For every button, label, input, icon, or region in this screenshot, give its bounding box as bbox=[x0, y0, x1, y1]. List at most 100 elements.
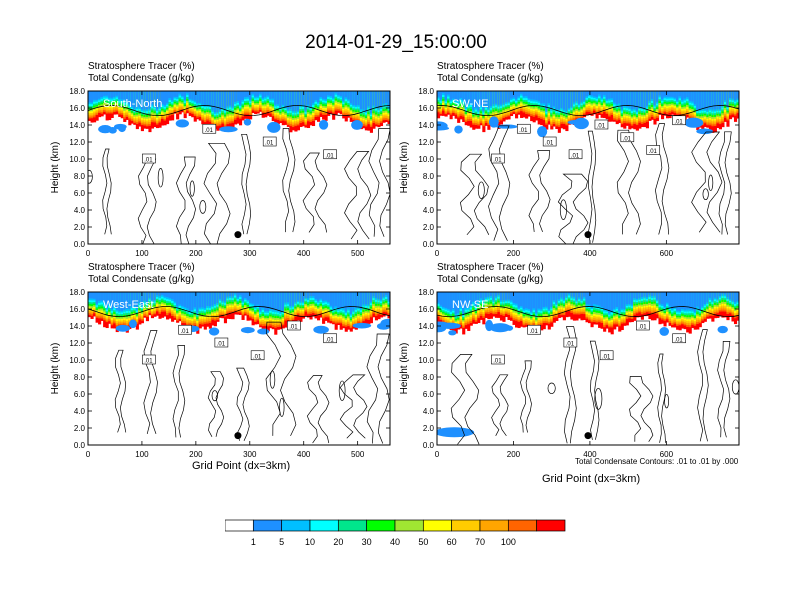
x-tick-label: 200 bbox=[507, 249, 521, 258]
tracer-cell bbox=[173, 292, 177, 302]
tracer-cell bbox=[726, 91, 730, 107]
tracer-cell bbox=[246, 292, 250, 300]
x-tick-label: 100 bbox=[135, 249, 149, 258]
tracer-cell bbox=[570, 91, 574, 107]
tracer-cell bbox=[322, 292, 326, 302]
tracer-cell bbox=[332, 91, 336, 98]
tracer-cell bbox=[291, 91, 295, 111]
tracer-cell bbox=[598, 91, 602, 95]
tracer-cell bbox=[655, 91, 660, 102]
tracer-cell bbox=[530, 91, 534, 100]
tracer-cell bbox=[532, 292, 536, 309]
tracer-cell bbox=[600, 292, 604, 307]
tracer-cell bbox=[489, 91, 493, 107]
tracer-cell bbox=[522, 91, 526, 97]
tracer-cell bbox=[178, 91, 182, 94]
tracer-cell bbox=[317, 91, 321, 103]
tracer-cell bbox=[462, 292, 466, 314]
tracer-cell bbox=[459, 91, 463, 98]
contour-line bbox=[691, 131, 723, 233]
tracer-cell bbox=[279, 91, 283, 108]
contour-label-box bbox=[142, 354, 156, 365]
tracer-cell bbox=[713, 91, 717, 110]
tracer-cell bbox=[666, 91, 670, 97]
tracer-cell bbox=[540, 91, 544, 104]
tracer-cell bbox=[135, 91, 139, 108]
tracer-cell bbox=[499, 91, 504, 105]
tracer-cell bbox=[688, 91, 692, 101]
contour-line bbox=[241, 133, 252, 235]
tracer-cell bbox=[291, 292, 295, 306]
tracer-cell bbox=[382, 292, 386, 297]
y-tick-label: 8.0 bbox=[74, 373, 86, 382]
tracer-cell bbox=[334, 292, 338, 307]
contour-line bbox=[368, 128, 390, 237]
tracer-cell bbox=[196, 91, 200, 104]
tracer-cell bbox=[125, 292, 129, 309]
panel-plot: .01.01.01.01.01.01NW-SE0.02.04.06.08.010… bbox=[399, 288, 740, 459]
tracer-cell bbox=[241, 292, 245, 302]
tracer-cell bbox=[492, 91, 496, 105]
contour-line bbox=[655, 123, 670, 235]
tracer-cell bbox=[236, 91, 240, 102]
panel-plot: .01.01.01.01.01.01.01.01SW-NE0.02.04.06.… bbox=[399, 87, 740, 258]
y-tick-label: 10.0 bbox=[69, 356, 85, 365]
tracer-cell bbox=[191, 91, 195, 100]
tracer-cell bbox=[479, 91, 483, 106]
tracer-cell bbox=[565, 91, 569, 111]
contour-line bbox=[338, 380, 346, 401]
tracer-cell bbox=[472, 91, 476, 111]
tracer-cell bbox=[163, 292, 167, 297]
tracer-cell bbox=[276, 292, 280, 311]
tracer-cell bbox=[555, 91, 559, 110]
tracer-cell bbox=[447, 91, 451, 95]
tracer-cell bbox=[100, 292, 104, 301]
tracer-cell bbox=[226, 292, 230, 297]
tracer-cell bbox=[183, 292, 187, 308]
plot-frame bbox=[436, 90, 740, 245]
x-tick-label: 300 bbox=[243, 249, 257, 258]
location-marker bbox=[234, 231, 242, 239]
tracer-cell bbox=[706, 91, 710, 111]
tracer-cell bbox=[595, 292, 599, 305]
contour-line bbox=[265, 321, 297, 437]
tracer-cell bbox=[347, 91, 351, 100]
condensate-blob bbox=[128, 319, 137, 329]
tracer-cell bbox=[256, 91, 260, 97]
x-tick-label: 0 bbox=[86, 249, 91, 258]
contour-line bbox=[344, 151, 372, 240]
tracer-cell bbox=[600, 91, 604, 98]
tracer-cell bbox=[286, 292, 290, 303]
tracer-cell bbox=[324, 292, 328, 301]
tracer-cell bbox=[484, 91, 488, 106]
condensate-blob bbox=[313, 325, 329, 334]
panel-title-line: Stratosphere Tracer (%) bbox=[437, 61, 544, 72]
tracer-cell bbox=[580, 292, 584, 300]
contour-label: .01 bbox=[144, 158, 153, 164]
tracer-cell bbox=[327, 292, 331, 302]
tracer-cell bbox=[567, 292, 571, 294]
tracer-cell bbox=[342, 91, 346, 101]
tracer-cell bbox=[718, 91, 722, 110]
contour-label-box bbox=[202, 123, 217, 134]
tracer-cell bbox=[344, 292, 348, 312]
tracer-cell bbox=[437, 91, 441, 97]
y-axis-label: Height (km) bbox=[50, 142, 61, 194]
tracer-cell bbox=[125, 91, 129, 102]
y-tick-label: 4.0 bbox=[423, 206, 435, 215]
contour-label-box bbox=[323, 149, 337, 160]
tracer-cell bbox=[678, 91, 682, 97]
condensate-blob bbox=[219, 126, 238, 133]
tracer-cell bbox=[271, 91, 275, 99]
tracer-cell bbox=[504, 292, 509, 300]
condensate-blob bbox=[696, 128, 713, 135]
tracer-cell bbox=[299, 91, 303, 106]
contour-label-box bbox=[178, 324, 192, 335]
contour-line bbox=[211, 390, 218, 402]
tracer-cell bbox=[522, 292, 526, 309]
tracer-cell bbox=[140, 91, 144, 110]
tracer-cell bbox=[379, 292, 384, 300]
tracer-cell bbox=[130, 91, 134, 107]
tracer-cell bbox=[537, 292, 541, 309]
tracer-cell bbox=[319, 292, 323, 299]
